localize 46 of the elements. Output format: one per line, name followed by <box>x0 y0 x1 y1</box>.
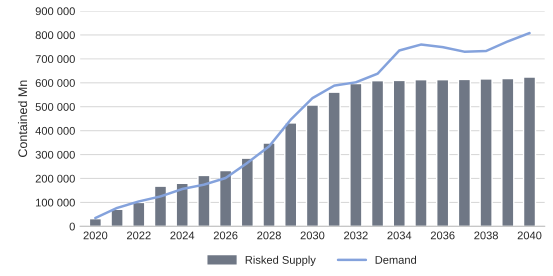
bar <box>132 202 146 226</box>
bar <box>392 80 406 226</box>
x-tick-label: 2032 <box>344 231 368 240</box>
y-axis-title: Contained Mn <box>18 80 28 157</box>
y-tick-label: 900 000 <box>36 7 75 16</box>
bar <box>154 185 168 226</box>
bar <box>349 82 363 226</box>
y-tick-label: 0 <box>70 222 75 230</box>
y-tick-label: 400 000 <box>35 126 75 135</box>
y-tick-label: 300 000 <box>36 150 75 159</box>
y-tick-label: 500 000 <box>36 102 75 111</box>
bar <box>458 78 472 226</box>
bar <box>110 208 124 226</box>
x-tick-label: 2030 <box>300 231 324 240</box>
legend-label: Risked Supply <box>246 256 316 266</box>
bar <box>218 170 232 226</box>
x-tick-label: 2026 <box>214 231 238 240</box>
x-tick-label: 2036 <box>430 231 455 240</box>
bar <box>284 122 298 226</box>
x-tick-label: 2020 <box>84 231 108 240</box>
bar <box>262 142 276 226</box>
x-tick-label: 2028 <box>257 231 281 240</box>
legend-label: Demand <box>376 256 416 264</box>
bar <box>240 157 254 226</box>
bar <box>306 104 320 226</box>
bar <box>88 218 102 226</box>
x-tick-label: 2034 <box>387 231 412 240</box>
y-tick-label: 600 000 <box>36 79 75 87</box>
line-series <box>94 32 531 220</box>
bar <box>370 80 384 226</box>
y-tick-label: 800 000 <box>36 31 75 40</box>
bar <box>176 182 189 226</box>
x-tick-label: 2024 <box>170 231 194 240</box>
bar <box>522 76 536 226</box>
bar <box>501 78 514 226</box>
y-tick-label: 200 000 <box>36 174 75 183</box>
bar <box>197 174 211 226</box>
x-tick-label: 2040 <box>518 231 542 240</box>
bar <box>436 78 450 226</box>
bar <box>327 91 341 226</box>
bar <box>414 78 428 226</box>
y-tick-label: 700 000 <box>36 55 75 64</box>
x-tick-label: 2022 <box>126 231 151 240</box>
bar <box>479 78 493 226</box>
y-tick-label: 100 000 <box>36 198 75 207</box>
x-tick-label: 2038 <box>474 231 498 240</box>
